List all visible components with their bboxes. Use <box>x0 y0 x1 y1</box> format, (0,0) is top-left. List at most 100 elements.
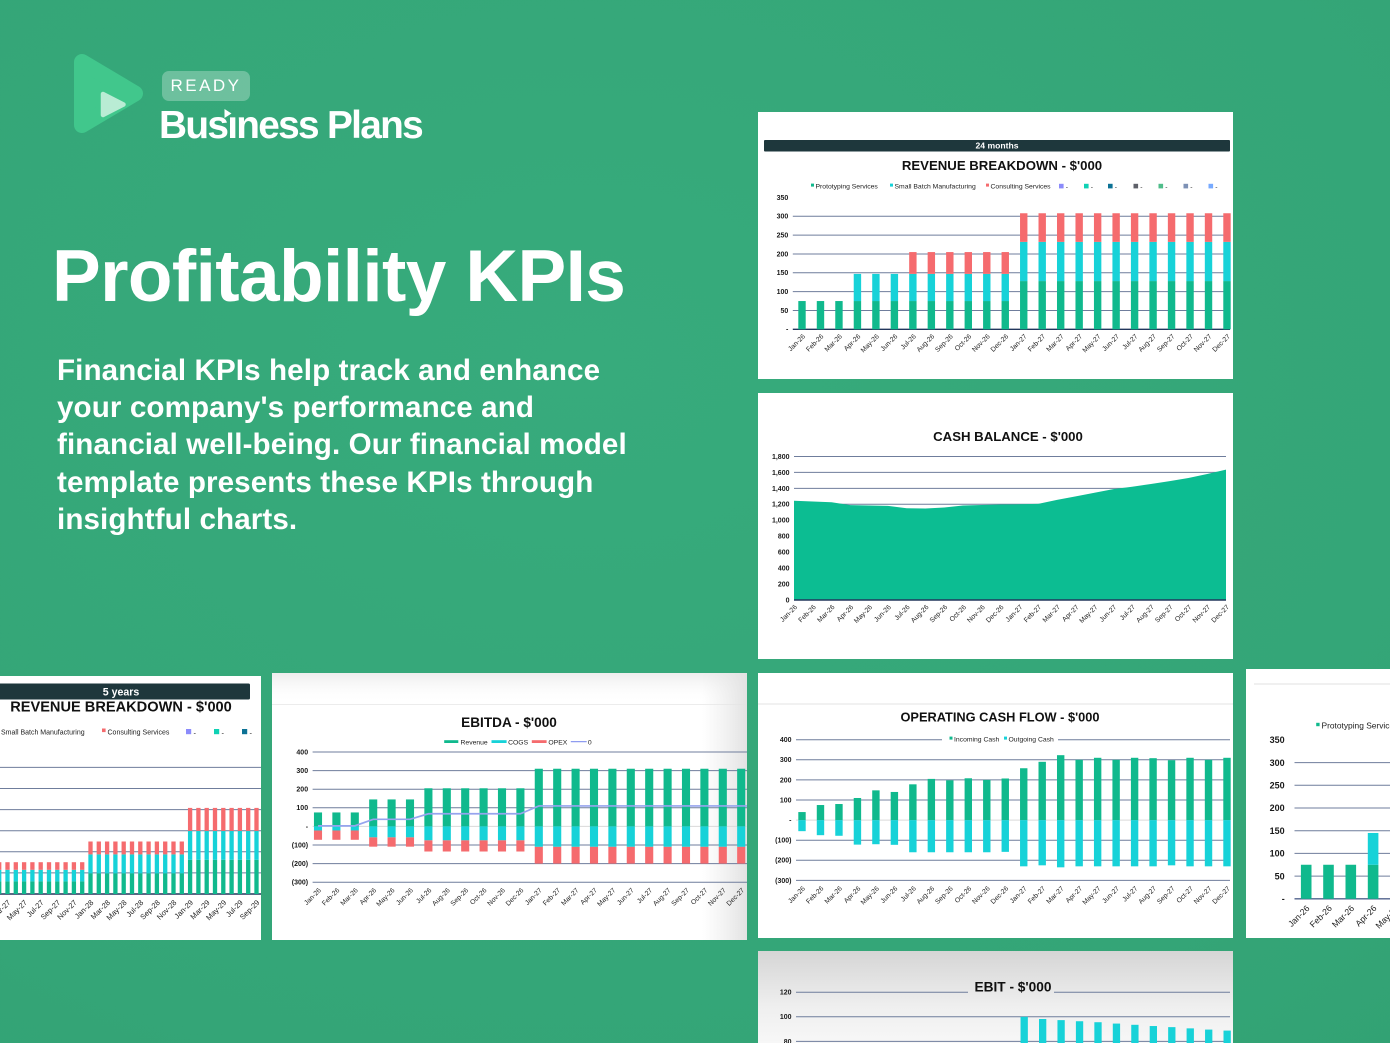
svg-text:Nov-26: Nov-26 <box>971 333 992 354</box>
svg-text:250: 250 <box>1270 781 1285 791</box>
svg-text:-: - <box>1215 184 1217 191</box>
svg-text:150: 150 <box>1270 826 1285 836</box>
svg-text:(200): (200) <box>775 858 791 865</box>
svg-text:-: - <box>1115 184 1117 191</box>
svg-text:Dec-26: Dec-26 <box>505 887 526 908</box>
svg-text:Aug-27: Aug-27 <box>1138 333 1159 354</box>
svg-text:200: 200 <box>780 777 792 784</box>
svg-text:May-27: May-27 <box>1082 333 1103 354</box>
svg-text:Nov-27: Nov-27 <box>1193 885 1214 906</box>
svg-text:Dec-27: Dec-27 <box>1211 885 1232 906</box>
svg-text:1,200: 1,200 <box>772 502 790 509</box>
svg-text:400: 400 <box>780 737 792 744</box>
svg-text:Sep-26: Sep-26 <box>929 604 950 625</box>
svg-text:200: 200 <box>296 787 308 794</box>
svg-text:Jan-26: Jan-26 <box>787 885 807 905</box>
svg-text:Dec-27: Dec-27 <box>1210 604 1231 625</box>
svg-text:-: - <box>1282 894 1285 904</box>
svg-text:(100): (100) <box>775 838 791 845</box>
svg-text:Consulting Services: Consulting Services <box>991 184 1052 191</box>
svg-text:50: 50 <box>1275 871 1285 881</box>
svg-text:Jun-26: Jun-26 <box>873 604 893 624</box>
svg-text:Small Batch Manufacturing: Small Batch Manufacturing <box>1 730 85 737</box>
svg-text:May-26: May-26 <box>860 885 881 906</box>
svg-text:80: 80 <box>784 1038 792 1043</box>
svg-text:1,000: 1,000 <box>772 518 790 525</box>
svg-text:May-26: May-26 <box>853 604 874 625</box>
svg-text:400: 400 <box>778 566 790 573</box>
svg-text:May-27: May-27 <box>1078 604 1099 625</box>
svg-text:-: - <box>306 824 309 831</box>
svg-text:Jan-27: Jan-27 <box>1009 333 1029 353</box>
svg-text:Sep-26: Sep-26 <box>934 333 955 354</box>
svg-text:Sep-26: Sep-26 <box>934 885 955 906</box>
svg-text:Mar-26: Mar-26 <box>340 887 360 907</box>
svg-text:Mar-27: Mar-27 <box>560 887 580 907</box>
svg-text:400: 400 <box>296 749 308 756</box>
svg-text:Dec-26: Dec-26 <box>985 604 1006 625</box>
svg-text:Feb-27: Feb-27 <box>542 887 562 907</box>
svg-text:EBITDA - $'000: EBITDA - $'000 <box>461 715 557 730</box>
svg-text:Mar-27: Mar-27 <box>1042 604 1062 624</box>
svg-text:200: 200 <box>778 582 790 589</box>
svg-text:Consulting Services: Consulting Services <box>108 730 170 737</box>
svg-text:Sep-26: Sep-26 <box>450 887 471 908</box>
svg-text:350: 350 <box>1270 735 1285 745</box>
svg-text:May-26: May-26 <box>376 887 397 908</box>
svg-text:Aug-27: Aug-27 <box>652 887 673 908</box>
svg-text:1,600: 1,600 <box>772 470 790 477</box>
svg-text:Jun-27: Jun-27 <box>1099 604 1119 624</box>
svg-text:Feb-27: Feb-27 <box>1023 604 1043 624</box>
svg-text:-: - <box>1140 184 1142 191</box>
svg-text:200: 200 <box>777 251 789 258</box>
svg-text:Incoming Cash: Incoming Cash <box>954 737 1000 744</box>
svg-text:Jan-27: Jan-27 <box>524 887 544 907</box>
svg-text:100: 100 <box>1270 849 1285 859</box>
svg-text:Oct-26: Oct-26 <box>954 885 974 905</box>
svg-text:(300): (300) <box>292 880 308 887</box>
svg-text:Feb-26: Feb-26 <box>1308 903 1334 929</box>
svg-text:Nov-27: Nov-27 <box>1193 333 1214 354</box>
svg-text:Sep-27: Sep-27 <box>1156 885 1177 906</box>
svg-text:Prototyping Services: Prototyping Services <box>1322 721 1390 731</box>
svg-text:-: - <box>786 327 789 334</box>
svg-text:-: - <box>194 729 197 738</box>
svg-text:Jan-26: Jan-26 <box>303 887 323 907</box>
svg-text:Aug-27: Aug-27 <box>1138 885 1159 906</box>
svg-text:-: - <box>1066 184 1068 191</box>
svg-text:Jan-27: Jan-27 <box>1009 885 1029 905</box>
svg-text:Sep-27: Sep-27 <box>670 887 691 908</box>
svg-text:-: - <box>222 729 225 738</box>
svg-text:Aug-26: Aug-26 <box>916 885 937 906</box>
svg-text:120: 120 <box>780 989 792 996</box>
svg-text:-: - <box>1165 184 1167 191</box>
svg-text:Prototyping Services: Prototyping Services <box>816 184 879 191</box>
svg-text:EBIT - $'000: EBIT - $'000 <box>974 979 1051 994</box>
svg-text:Aug-27: Aug-27 <box>1135 604 1156 625</box>
svg-text:300: 300 <box>777 214 789 221</box>
svg-text:REVENUE BREAKDOWN - $'000: REVENUE BREAKDOWN - $'000 <box>902 158 1102 173</box>
svg-text:Mar-27: Mar-27 <box>1045 885 1065 905</box>
svg-text:5 years: 5 years <box>103 687 140 699</box>
svg-text:0: 0 <box>588 740 592 747</box>
svg-text:100: 100 <box>777 289 789 296</box>
svg-text:-: - <box>250 729 253 738</box>
svg-text:Jun-26: Jun-26 <box>880 885 900 905</box>
svg-text:200: 200 <box>1270 803 1285 813</box>
svg-text:-: - <box>1190 184 1192 191</box>
svg-text:Jun-27: Jun-27 <box>616 887 636 907</box>
svg-text:Oct-27: Oct-27 <box>1176 333 1196 353</box>
svg-text:Revenue: Revenue <box>461 740 488 747</box>
svg-text:Feb-26: Feb-26 <box>321 887 341 907</box>
svg-text:Sep-27: Sep-27 <box>1156 333 1177 354</box>
svg-text:May-26: May-26 <box>860 333 881 354</box>
svg-text:Aug-26: Aug-26 <box>431 887 452 908</box>
svg-text:Jun-27: Jun-27 <box>1101 885 1121 905</box>
svg-text:600: 600 <box>778 550 790 557</box>
svg-text:50: 50 <box>781 308 789 315</box>
svg-text:100: 100 <box>780 797 792 804</box>
svg-text:Aug-26: Aug-26 <box>910 604 931 625</box>
svg-text:Feb-26: Feb-26 <box>798 604 818 624</box>
svg-text:(100): (100) <box>292 842 308 849</box>
svg-text:Oct-27: Oct-27 <box>1176 885 1196 905</box>
